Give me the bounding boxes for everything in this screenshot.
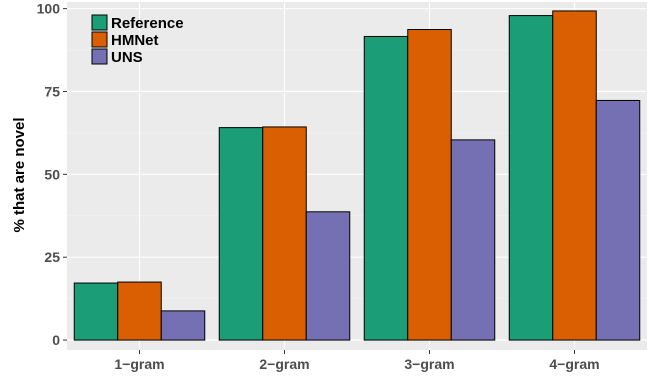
y-tick-label: 75 bbox=[44, 83, 60, 99]
y-axis: 0 25 50 75 100 bbox=[37, 1, 67, 348]
legend-key-reference bbox=[91, 14, 108, 31]
bar-uns-4 bbox=[595, 99, 641, 341]
bar-hmnet-1 bbox=[117, 281, 162, 341]
legend-label-uns: UNS bbox=[111, 49, 143, 66]
x-tick-label: 1−gram bbox=[114, 356, 164, 372]
y-tick-label: 100 bbox=[37, 1, 61, 17]
legend-label-reference: Reference bbox=[111, 15, 184, 32]
x-tick-label: 4−gram bbox=[549, 356, 599, 372]
bar-uns-2 bbox=[305, 211, 351, 341]
bar-reference-1 bbox=[73, 282, 119, 341]
x-tick-label: 2−gram bbox=[259, 356, 309, 372]
bar-reference-2 bbox=[218, 127, 264, 341]
bars bbox=[73, 10, 641, 341]
y-tick-label: 0 bbox=[52, 332, 60, 348]
legend-label-hmnet: HMNet bbox=[111, 32, 159, 49]
bar-reference-3 bbox=[363, 35, 409, 341]
y-tick-label: 25 bbox=[44, 249, 60, 265]
bar-hmnet-2 bbox=[262, 126, 307, 341]
bar-uns-3 bbox=[450, 139, 496, 341]
bar-reference-4 bbox=[508, 15, 554, 341]
legend-key-hmnet bbox=[91, 31, 108, 48]
y-tick-label: 50 bbox=[44, 166, 60, 182]
legend-key-uns bbox=[91, 48, 108, 65]
x-tick-label: 3−gram bbox=[404, 356, 454, 372]
bar-hmnet-4 bbox=[552, 10, 597, 341]
bar-uns-1 bbox=[160, 310, 206, 341]
bar-hmnet-3 bbox=[407, 29, 452, 341]
y-axis-title: % that are novel bbox=[11, 117, 28, 232]
x-axis: 1−gram 2−gram 3−gram 4−gram bbox=[114, 350, 600, 372]
